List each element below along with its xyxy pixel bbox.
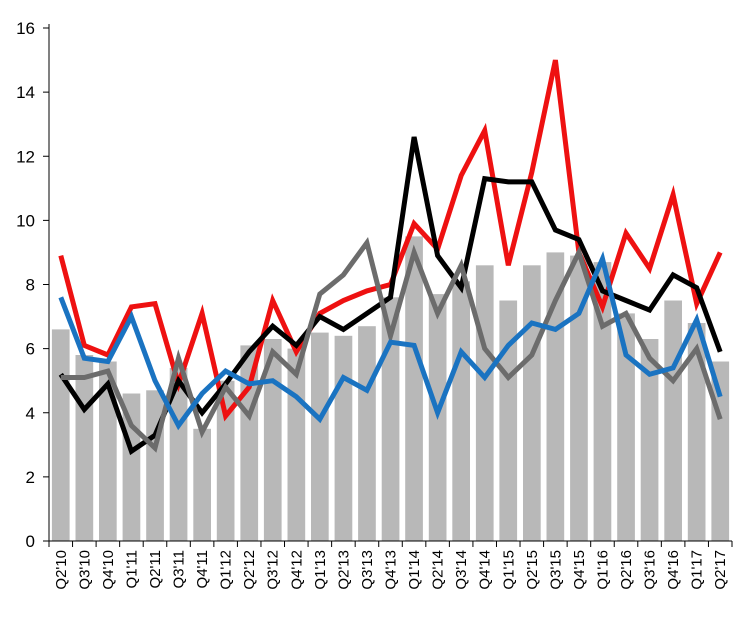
x-tick-label: Q3'12 [265, 550, 282, 590]
bar-19 [499, 300, 518, 541]
x-tick-label: Q3'11 [171, 550, 188, 588]
bar-24 [617, 313, 635, 541]
bar-4 [146, 390, 164, 541]
y-tick-label: 6 [26, 340, 35, 359]
bar-0 [51, 329, 70, 541]
y-tick-label: 4 [26, 404, 35, 423]
bar-1 [75, 355, 94, 541]
bar-22 [570, 255, 588, 541]
y-tick-label: 12 [16, 147, 35, 166]
axes-layer [43, 24, 733, 547]
series-line-3 [58, 250, 723, 431]
bar-15 [405, 236, 423, 541]
x-tick-label: Q4'12 [288, 550, 305, 590]
x-tick-label: Q3'16 [642, 550, 659, 590]
x-tick-label: Q2'16 [618, 550, 635, 590]
x-tick-label: Q3'10 [76, 550, 93, 590]
bar-13 [358, 326, 376, 541]
x-tick-label: Q1'14 [406, 550, 423, 590]
bar-26 [664, 300, 682, 541]
y-tick-label: 2 [26, 468, 35, 487]
x-tick-label: Q2'14 [430, 550, 447, 590]
x-tick-label: Q3'15 [547, 550, 564, 590]
bar-12 [334, 335, 353, 541]
x-tick-label: Q1'11 [123, 550, 140, 588]
x-tick-label: Q1'13 [312, 550, 329, 590]
bar-14 [381, 297, 400, 541]
x-tick-label: Q2'15 [524, 550, 541, 590]
x-tick-label: Q2'10 [53, 550, 70, 590]
bar-6 [193, 428, 211, 541]
y-tick-label: 8 [26, 276, 35, 295]
x-tick-label: Q3'13 [359, 550, 376, 590]
bar-23 [593, 262, 612, 541]
bar-17 [452, 281, 470, 541]
x-tick-label: Q4'13 [383, 550, 400, 590]
bar-25 [640, 339, 659, 541]
y-tick-label: 0 [26, 532, 35, 551]
x-tick-label: Q1'17 [689, 550, 706, 590]
bar-20 [523, 265, 541, 541]
bar-7 [216, 380, 235, 541]
y-tick-label: 16 [16, 19, 35, 38]
x-tick-label: Q3'14 [453, 550, 470, 590]
x-tick-label: Q2'13 [335, 550, 352, 590]
x-tick-label: Q2'17 [712, 550, 729, 590]
bar-27 [687, 323, 706, 541]
x-tick-label: Q2'11 [147, 550, 164, 588]
bar-18 [475, 265, 494, 541]
x-tick-label: Q1'16 [594, 550, 611, 590]
labels-layer: 0 2 4 6 8 10 12 14 16 Q2'10 Q3'10 Q4'10 Q1'11 Q2'11 Q3… [16, 19, 729, 590]
x-tick-label: Q4'15 [571, 550, 588, 590]
x-tick-label: Q1'15 [500, 550, 517, 590]
bar-2 [99, 361, 117, 541]
x-tick-label: Q1'12 [218, 550, 235, 590]
bar-5 [169, 367, 188, 541]
x-tick-label: Q4'11 [194, 550, 211, 588]
series-line-2 [60, 237, 723, 453]
x-tick-label: Q4'16 [665, 550, 682, 590]
y-tick-label: 14 [16, 83, 35, 102]
bar-11 [311, 332, 329, 541]
bar-9 [263, 339, 282, 541]
x-tick-label: Q4'14 [477, 550, 494, 590]
x-tick-label: Q2'12 [241, 550, 258, 590]
lines-layer [58, 59, 723, 456]
y-tick-label: 10 [16, 211, 35, 230]
bar-8 [240, 345, 259, 541]
x-tick-label: Q4'10 [100, 550, 117, 590]
